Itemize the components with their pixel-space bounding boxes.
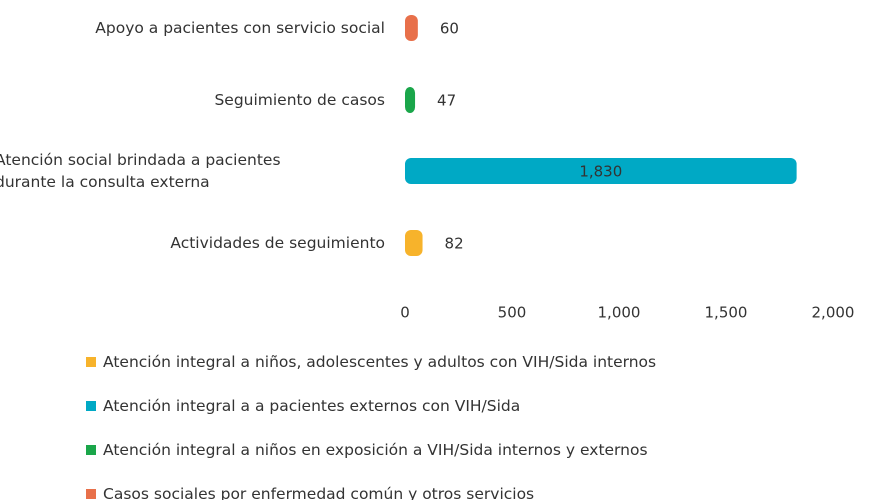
data-label: 47	[437, 92, 456, 110]
legend-item: Atención integral a niños, adolescentes …	[86, 353, 656, 371]
legend-item: Atención integral a a pacientes externos…	[86, 397, 520, 415]
legend-item: Casos sociales por enfermedad común y ot…	[86, 485, 534, 500]
data-label: 60	[440, 20, 459, 38]
legend-label: Atención integral a a pacientes externos…	[103, 397, 521, 415]
legend-label: Casos sociales por enfermedad común y ot…	[103, 485, 535, 500]
y-tick-label: Apoyo a pacientes con servicio social	[95, 19, 385, 37]
bar	[405, 87, 416, 113]
legend-item: Atención integral a niños en exposición …	[86, 441, 648, 459]
bar	[405, 15, 418, 41]
y-tick-label: Actividades de seguimiento	[170, 234, 385, 252]
y-tick-label: Atención social brindada a pacientes dur…	[0, 151, 281, 191]
x-tick-label: 2,000	[812, 304, 855, 322]
legend-swatch	[86, 357, 96, 367]
legend-swatch	[86, 489, 96, 499]
x-tick-label: 0	[400, 304, 410, 322]
bar	[405, 158, 797, 184]
legend-label: Atención integral a niños en exposición …	[103, 441, 648, 459]
legend-swatch	[86, 445, 96, 455]
y-tick-label: Seguimiento de casos	[214, 91, 385, 109]
x-tick-label: 1,500	[705, 304, 748, 322]
x-tick-label: 1,000	[598, 304, 641, 322]
bar	[405, 230, 423, 256]
legend-swatch	[86, 401, 96, 411]
data-label: 82	[445, 235, 464, 253]
x-tick-label: 500	[498, 304, 527, 322]
data-label: 1,830	[579, 163, 622, 181]
legend-label: Atención integral a niños, adolescentes …	[103, 353, 657, 371]
